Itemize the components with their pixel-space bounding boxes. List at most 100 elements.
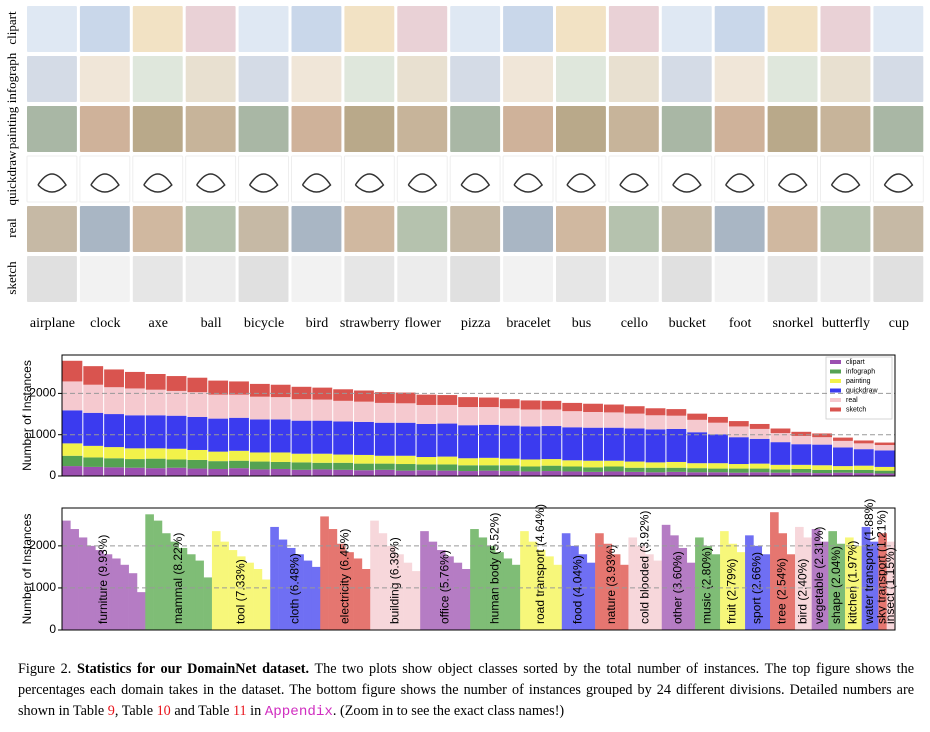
legend-swatch	[830, 388, 841, 393]
thumbnail	[344, 256, 395, 302]
bar-segment	[583, 403, 603, 412]
bar-segment	[458, 471, 478, 476]
sketch-doodle	[143, 173, 173, 193]
bar-segment	[124, 448, 145, 460]
bar-segment	[145, 389, 166, 416]
bar-segment	[249, 469, 270, 476]
bar-segment	[541, 465, 562, 472]
thumbnail	[767, 6, 818, 52]
bar-segment	[770, 442, 791, 465]
table-ref[interactable]: 9	[107, 703, 115, 719]
bar-segment	[541, 426, 562, 460]
thumbnail	[767, 155, 818, 203]
thumbnail	[873, 256, 924, 302]
division-label: road transport (4.64%)	[533, 504, 547, 624]
thumbnail	[449, 155, 501, 203]
bar	[411, 571, 421, 630]
bar-segment	[104, 369, 124, 388]
sketch-doodle	[619, 173, 649, 193]
legend-label: sketch	[846, 406, 866, 413]
table-ref[interactable]: 10	[156, 703, 171, 719]
thumbnail	[873, 56, 924, 102]
bar-segment	[853, 473, 874, 476]
bar-segment	[145, 468, 166, 476]
bar-segment	[458, 397, 478, 408]
bar-segment	[874, 470, 895, 474]
bar	[62, 520, 71, 630]
bar-segment	[499, 465, 520, 472]
bar-segment	[270, 419, 291, 453]
bar-segment	[791, 464, 812, 469]
bar-segment	[249, 461, 270, 470]
bar-segment	[62, 455, 83, 467]
bar	[503, 558, 513, 630]
bar-segment	[874, 445, 895, 451]
thumbnail	[714, 206, 765, 252]
thumbnail	[343, 155, 395, 203]
y-tick-label: 0	[49, 468, 56, 482]
caption-label: Figure 2.	[18, 661, 72, 677]
bar	[170, 541, 179, 630]
y-axis-label: Number of Instances	[20, 360, 34, 471]
caption: Figure 2. Statistics for our DomainNet d…	[18, 659, 914, 723]
thumbnail	[238, 106, 289, 152]
bar-segment	[520, 426, 541, 460]
division-label: nature (3.93%)	[604, 545, 618, 624]
bar-segment	[437, 456, 458, 465]
bar	[436, 550, 446, 630]
bar	[220, 541, 229, 630]
class-label: flower	[404, 316, 441, 331]
division-label: kitchen (1.97%)	[846, 541, 860, 624]
bar-segment	[312, 469, 333, 476]
table-ref[interactable]: 11	[232, 703, 247, 719]
bar	[845, 537, 854, 630]
bar-segment	[166, 459, 187, 468]
bar-segment	[499, 458, 520, 466]
bar	[395, 554, 404, 630]
bar-segment	[853, 449, 874, 466]
bar	[120, 564, 129, 630]
y-tick-label: 0	[49, 622, 56, 636]
sketch-doodle	[248, 173, 279, 193]
bar-segment	[770, 464, 791, 470]
bar-segment	[728, 472, 749, 476]
bar-segment	[416, 464, 437, 471]
appendix-ref[interactable]: Appendix	[264, 704, 333, 720]
thumbnail	[503, 6, 553, 52]
bar	[211, 531, 221, 630]
sketch-doodle	[37, 173, 67, 193]
thumbnail	[661, 6, 712, 52]
thumbnail	[661, 206, 712, 252]
bar-segment	[833, 447, 853, 467]
bar-segment	[187, 449, 208, 460]
sketch-doodle	[90, 173, 120, 193]
bar-segment	[62, 466, 83, 476]
bar-segment	[728, 468, 749, 473]
bar	[861, 526, 871, 630]
bar-segment	[249, 419, 270, 453]
bar-segment	[458, 458, 478, 466]
bar-segment	[874, 450, 895, 467]
bar-segment	[624, 471, 645, 476]
y-tick-label: 1000	[29, 427, 56, 441]
bar	[670, 535, 679, 630]
y-tick-label: 1000	[29, 580, 56, 594]
bar-segment	[333, 421, 354, 455]
domain-label: painting	[4, 106, 19, 149]
bar-segment	[124, 371, 145, 389]
bar-segment	[833, 466, 853, 470]
bar-segment	[770, 433, 791, 443]
bar	[886, 541, 896, 630]
bar	[645, 554, 654, 630]
division-label: insect (1.15%)	[883, 547, 897, 624]
bar	[545, 556, 554, 630]
sketch-doodle	[830, 173, 861, 193]
class-label: cello	[621, 316, 648, 331]
bar	[153, 520, 163, 630]
caption-text: and Table	[170, 703, 233, 719]
bar-segment	[249, 452, 270, 462]
bar-segment	[708, 416, 728, 423]
bar-segment	[812, 465, 833, 470]
bar-segment	[208, 461, 229, 469]
bar-segment	[833, 469, 853, 473]
